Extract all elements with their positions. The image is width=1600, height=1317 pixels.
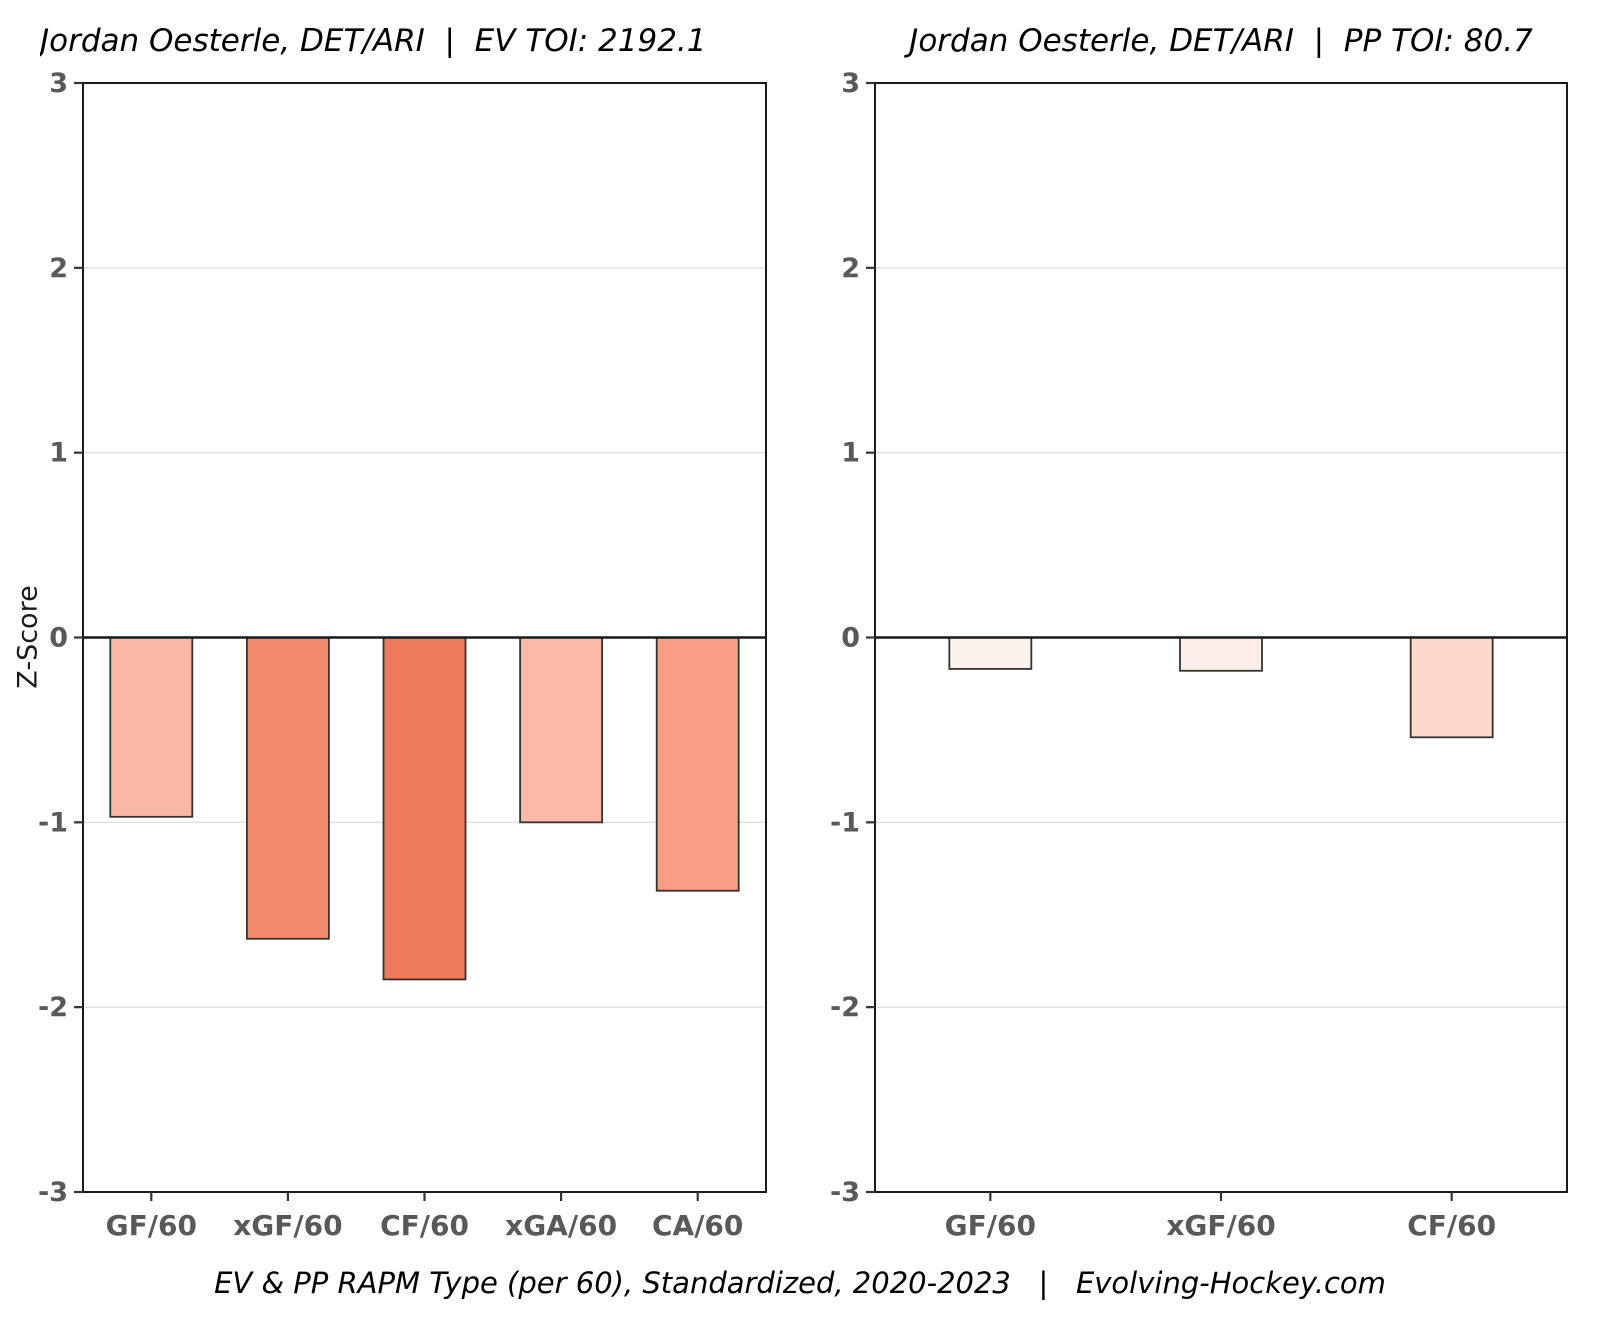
panel-ev: 3 2 1 0 -1 -2 -3 GF/60 xGF/60 CF/60 xGA/60 CA/60	[38, 68, 767, 1242]
y-tick-label-3: 3	[841, 68, 860, 99]
y-tick-label--2: -2	[38, 992, 68, 1023]
x-tick-label-CF/60: CF/60	[380, 1209, 469, 1242]
bar-pp-GF/60	[948, 636, 1033, 670]
y-tick-label-0: 0	[841, 623, 860, 654]
y-tick-label-3: 3	[49, 68, 68, 99]
facet-title-ev: Jordan Oesterle, DET/ARI | EV TOI: 2192.…	[40, 24, 707, 59]
bar-ev-GF/60	[109, 636, 194, 818]
y-tick-label--1: -1	[830, 807, 860, 838]
x-tick-label-GF/60: GF/60	[106, 1209, 197, 1242]
bar-pp-xGF/60	[1179, 636, 1263, 672]
y-tick-label-0: 0	[49, 623, 68, 654]
panel-pp: 3 2 1 0 -1 -2 -3 GF/60 xGF/60 CF/60	[830, 68, 1568, 1242]
bar-pp-CF/60	[1409, 636, 1494, 739]
y-tick-label-2: 2	[841, 253, 860, 284]
x-tick-label-xGF/60: xGF/60	[1166, 1209, 1275, 1242]
y-tick-label--2: -2	[830, 992, 860, 1023]
y-tick-label--3: -3	[38, 1177, 68, 1208]
y-tick-label-2: 2	[49, 253, 68, 284]
x-tick-label-GF/60: GF/60	[945, 1209, 1036, 1242]
bar-ev-xGF/60	[245, 636, 330, 940]
x-tick-label-CF/60: CF/60	[1407, 1209, 1496, 1242]
facet-title-pp: Jordan Oesterle, DET/ARI | PP TOI: 80.7	[909, 24, 1533, 59]
bar-ev-CA/60	[655, 636, 740, 892]
y-tick-label-1: 1	[49, 438, 68, 469]
y-tick-label-1: 1	[841, 438, 860, 469]
x-tick-label-xGA/60: xGA/60	[505, 1209, 617, 1242]
bar-ev-xGA/60	[519, 636, 603, 824]
x-tick-label-CA/60: CA/60	[652, 1209, 743, 1242]
y-tick-label--1: -1	[38, 807, 68, 838]
y-tick-label--3: -3	[830, 1177, 860, 1208]
figure-caption: EV & PP RAPM Type (per 60), Standardized…	[214, 1266, 1386, 1300]
bar-ev-CF/60	[382, 636, 467, 981]
x-tick-label-xGF/60: xGF/60	[233, 1209, 342, 1242]
